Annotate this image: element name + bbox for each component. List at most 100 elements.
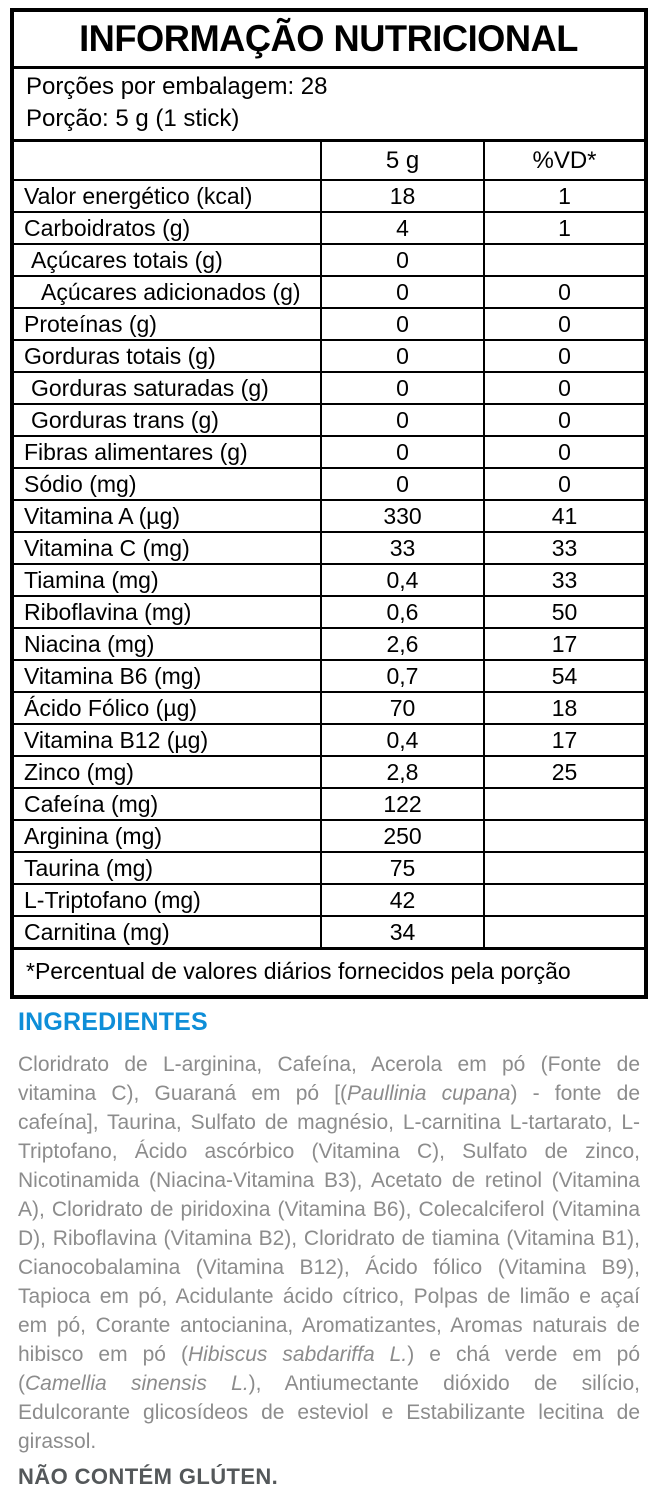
nutrient-daily-value — [483, 885, 644, 915]
nutrient-amount: 70 — [320, 693, 483, 723]
nutrient-amount: 2,6 — [320, 629, 483, 659]
ingredient-latin-name: Hibiscus sabdariffa L. — [188, 1343, 408, 1366]
nutrient-amount: 330 — [320, 501, 483, 531]
ingredients-segment: Cloridrato de L-arginina, Cafeína, Acero… — [18, 1053, 640, 1105]
gluten-free-notice: NÃO CONTÉM GLÚTEN. — [18, 1464, 279, 1489]
table-row: Riboflavina (mg) 0,6 50 — [14, 595, 644, 627]
table-row: Fibras alimentares (g) 0 0 — [14, 435, 644, 467]
nutrient-name: Arginina (mg) — [24, 822, 163, 849]
serving-size: Porção: 5 g (1 stick) — [26, 105, 240, 132]
nutrient-name: Gorduras saturadas (g) — [31, 374, 269, 401]
ingredients-segment: ) e chá verde em pó ( — [18, 1343, 640, 1395]
table-row: Proteínas (g) 0 0 — [14, 307, 644, 339]
nutrient-name: Vitamina B12 (µg) — [24, 726, 209, 753]
daily-values-footnote: *Percentual de valores diários fornecido… — [14, 947, 644, 995]
nutrient-daily-value: 0 — [483, 341, 644, 371]
nutrient-name: Fibras alimentares (g) — [24, 438, 248, 465]
nutrient-amount: 18 — [320, 181, 483, 211]
nutrient-daily-value: 1 — [483, 181, 644, 211]
header-amount-cell: 5 g — [320, 142, 483, 179]
nutrient-daily-value: 0 — [483, 373, 644, 403]
ingredients-section: INGREDIENTES Cloridrato de L-arginina, C… — [18, 1008, 640, 1490]
nutrient-amount: 0 — [320, 277, 483, 307]
nutrient-amount: 34 — [320, 917, 483, 947]
nutrient-name: Cafeína (mg) — [24, 790, 159, 817]
table-row: Valor energético (kcal) 18 1 — [14, 179, 644, 211]
nutrient-daily-value — [483, 245, 644, 275]
nutrient-name: Carnitina (mg) — [24, 918, 170, 945]
nutrition-facts-table: INFORMAÇÃO NUTRICIONAL Porções por embal… — [10, 8, 648, 999]
table-row: Gorduras totais (g) 0 0 — [14, 339, 644, 371]
nutrient-daily-value: 18 — [483, 693, 644, 723]
table-row: Zinco (mg) 2,8 25 — [14, 755, 644, 787]
nutrient-amount: 0,4 — [320, 565, 483, 595]
nutrient-daily-value: 33 — [483, 565, 644, 595]
nutrient-name: Taurina (mg) — [24, 854, 154, 881]
ingredient-latin-name: Paullinia cupana — [347, 1082, 511, 1105]
nutrient-daily-value: 54 — [483, 661, 644, 691]
nutrient-name: Açúcares adicionados (g) — [41, 278, 301, 305]
table-row: Arginina (mg) 250 — [14, 819, 644, 851]
table-row: Vitamina C (mg) 33 33 — [14, 531, 644, 563]
nutrient-amount: 250 — [320, 821, 483, 851]
nutrient-daily-value: 0 — [483, 309, 644, 339]
table-row: Taurina (mg) 75 — [14, 851, 644, 883]
nutrient-daily-value: 0 — [483, 405, 644, 435]
table-row: Sódio (mg) 0 0 — [14, 467, 644, 499]
nutrient-daily-value — [483, 789, 644, 819]
table-row: Niacina (mg) 2,6 17 — [14, 627, 644, 659]
nutrient-amount: 0 — [320, 309, 483, 339]
nutrient-amount: 0 — [320, 405, 483, 435]
nutrient-name: Niacina (mg) — [24, 630, 155, 657]
nutrient-daily-value — [483, 917, 644, 947]
nutrient-amount: 75 — [320, 853, 483, 883]
servings-per-package: Porções por embalagem: 28 — [26, 73, 328, 100]
nutrient-amount: 0 — [320, 469, 483, 499]
nutrient-daily-value: 17 — [483, 629, 644, 659]
nutrient-amount: 0 — [320, 341, 483, 371]
table-row: Açúcares adicionados (g) 0 0 — [14, 275, 644, 307]
nutrient-daily-value — [483, 853, 644, 883]
ingredient-latin-name: Camellia sinensis L. — [25, 1372, 249, 1395]
nutrient-amount: 0,6 — [320, 597, 483, 627]
serving-info-section: Porções por embalagem: 28 Porção: 5 g (1… — [14, 69, 644, 142]
nutrient-amount: 122 — [320, 789, 483, 819]
nutrient-amount: 0 — [320, 437, 483, 467]
header-vd-cell: %VD* — [483, 142, 644, 179]
table-row: Vitamina A (µg) 330 41 — [14, 499, 644, 531]
table-row: Açúcares totais (g) 0 — [14, 243, 644, 275]
nutrient-rows: Valor energético (kcal) 18 1 Carboidratos (… — [14, 179, 644, 947]
nutrient-amount: 33 — [320, 533, 483, 563]
ingredients-segment: ) - fonte de cafeína], Taurina, Sulfato … — [18, 1082, 640, 1366]
nutrient-daily-value: 0 — [483, 437, 644, 467]
table-row: Tiamina (mg) 0,4 33 — [14, 563, 644, 595]
nutrient-name: Vitamina C (mg) — [24, 534, 190, 561]
table-row: Vitamina B12 (µg) 0,4 17 — [14, 723, 644, 755]
nutrient-amount: 0,7 — [320, 661, 483, 691]
ingredients-heading: INGREDIENTES — [18, 1008, 208, 1036]
nutrient-name: Açúcares totais (g) — [31, 246, 223, 273]
nutrient-name: Riboflavina (mg) — [24, 598, 192, 625]
nutrient-daily-value: 33 — [483, 533, 644, 563]
nutrient-amount: 0 — [320, 245, 483, 275]
nutrient-name: Gorduras trans (g) — [31, 406, 219, 433]
nutrient-name: Carboidratos (g) — [24, 214, 191, 241]
table-row: Cafeína (mg) 122 — [14, 787, 644, 819]
nutrient-daily-value: 17 — [483, 725, 644, 755]
nutrient-name: Ácido Fólico (µg) — [24, 694, 198, 721]
nutrient-name: L-Triptofano (mg) — [24, 886, 201, 913]
nutrient-name: Vitamina B6 (mg) — [24, 662, 202, 689]
nutrient-daily-value: 0 — [483, 277, 644, 307]
nutrient-amount: 42 — [320, 885, 483, 915]
table-row: Gorduras trans (g) 0 0 — [14, 403, 644, 435]
header-blank-cell — [14, 142, 320, 179]
table-row: Vitamina B6 (mg) 0,7 54 — [14, 659, 644, 691]
nutrient-name: Valor energético (kcal) — [24, 182, 253, 209]
nutrient-daily-value: 1 — [483, 213, 644, 243]
nutrient-name: Vitamina A (µg) — [24, 502, 181, 529]
nutrient-daily-value: 0 — [483, 469, 644, 499]
nutrient-daily-value: 50 — [483, 597, 644, 627]
table-header-row: 5 g %VD* — [14, 142, 644, 179]
nutrient-amount: 2,8 — [320, 757, 483, 787]
nutrient-daily-value: 41 — [483, 501, 644, 531]
